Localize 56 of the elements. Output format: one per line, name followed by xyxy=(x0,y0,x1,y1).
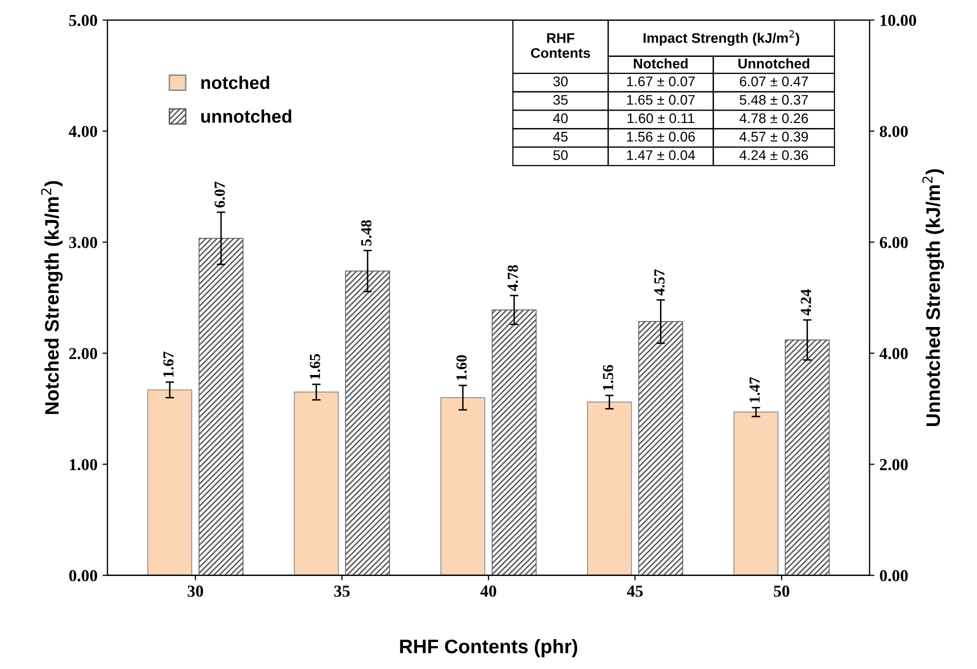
bar xyxy=(784,339,830,576)
bar xyxy=(198,238,244,576)
y-tick-label: 0.00 xyxy=(69,570,98,582)
annotation: 35 xyxy=(553,94,568,105)
data-label: 1.47 xyxy=(750,377,760,402)
x-tick-label: 45 xyxy=(626,586,643,597)
annotation: 40 xyxy=(553,113,568,124)
annotation: 1.56 ± 0.06 xyxy=(627,132,695,142)
x-tick-label: 40 xyxy=(480,586,496,597)
y-tick-label: 2.00 xyxy=(69,348,98,360)
y-tick-label: 1.00 xyxy=(70,458,98,470)
data-label: 4.57 xyxy=(654,269,665,296)
data-label: 1.60 xyxy=(456,355,467,380)
annotation: 4.24 ± 0.36 xyxy=(740,150,808,160)
annotation: 30 xyxy=(553,76,568,86)
annotation: 1.65 ± 0.07 xyxy=(627,94,695,105)
y2-tick-label: 6.00 xyxy=(880,236,908,248)
y-tick-label: 3.00 xyxy=(69,236,98,248)
data-label: 4.24 xyxy=(800,289,812,316)
annotation: Unnotched xyxy=(738,58,810,68)
data-label: 1.65 xyxy=(310,354,320,379)
annotation: RHF Contents xyxy=(531,33,590,58)
annotation: 1.47 ± 0.04 xyxy=(627,150,696,160)
y2-tick-label: 2.00 xyxy=(880,458,908,470)
annotation: Impact Strength (kJ/m$^{2}$) xyxy=(644,30,800,46)
data-label: 5.48 xyxy=(361,220,372,246)
legend-label: unnotched xyxy=(201,110,292,123)
annotation: 4.78 ± 0.26 xyxy=(740,113,808,124)
x-tick-label: 35 xyxy=(334,586,350,597)
y2-axis-title: Unnotched Strength (kJ/m$^{2}$) xyxy=(922,169,944,426)
annotation: 1.67 ± 0.07 xyxy=(627,76,695,86)
annotation: 50 xyxy=(553,150,568,160)
y-tick-label: 5.00 xyxy=(69,14,98,26)
bar xyxy=(492,310,537,576)
annotation: 45 xyxy=(553,132,568,142)
y-axis-title: Notched Strength (kJ/m$^{2}$) xyxy=(41,181,63,414)
y-tick-label: 4.00 xyxy=(68,126,98,138)
x-tick-label: 50 xyxy=(774,586,790,597)
annotation: 4.57 ± 0.39 xyxy=(740,132,808,142)
y2-tick-label: 10.00 xyxy=(880,14,916,26)
bar xyxy=(638,321,684,576)
x-axis-title: RHF Contents (phr) xyxy=(400,639,578,658)
y2-tick-label: 0.00 xyxy=(880,570,908,582)
x-tick-label: 30 xyxy=(188,586,204,597)
data-label: 1.67 xyxy=(163,352,174,377)
legend-label: notched xyxy=(201,76,270,90)
annotation: Notched xyxy=(634,58,688,68)
data-label: 6.07 xyxy=(214,182,225,208)
y2-tick-label: 4.00 xyxy=(879,348,908,360)
annotation: 6.07 ± 0.47 xyxy=(740,76,808,86)
annotation: 5.48 ± 0.37 xyxy=(740,94,808,105)
data-label: 4.78 xyxy=(508,265,518,292)
bar xyxy=(345,270,390,576)
y2-tick-label: 8.00 xyxy=(880,126,908,138)
annotation: 1.60 ± 0.11 xyxy=(628,113,694,124)
data-label: 1.56 xyxy=(602,364,614,390)
